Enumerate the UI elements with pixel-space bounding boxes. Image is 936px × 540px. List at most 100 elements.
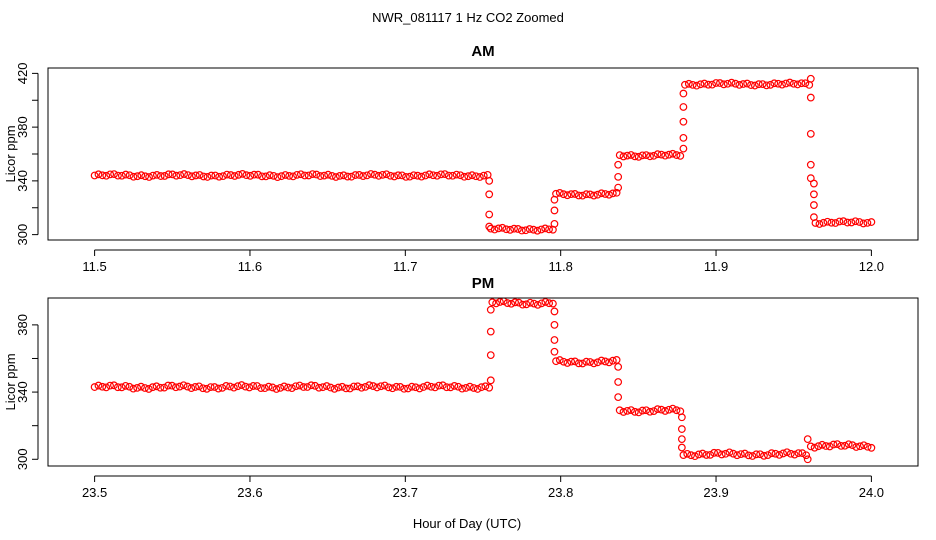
data-point <box>541 298 550 306</box>
x-tick-label: 23.8 <box>548 485 573 500</box>
panels: AM 11.5 11.6 11.7 11.8 11.9 12.0 300 340 380 420 Li… <box>3 43 919 500</box>
data-point <box>679 133 688 142</box>
data-point <box>859 219 868 228</box>
data-point <box>597 356 606 365</box>
data-point <box>563 191 572 200</box>
y-axis-label: Licor ppm <box>3 353 18 410</box>
data-point <box>721 449 730 458</box>
data-point <box>859 441 868 450</box>
data-point <box>494 224 503 233</box>
data-point <box>460 172 469 181</box>
data-point <box>786 449 795 458</box>
data-point <box>614 378 623 386</box>
data-point <box>454 382 463 391</box>
data-point <box>427 382 436 391</box>
data-point <box>525 225 534 233</box>
data-point <box>822 442 830 450</box>
x-tick-label: 12.0 <box>859 259 884 274</box>
data-point <box>803 435 812 444</box>
data-point <box>191 383 200 391</box>
data-point <box>388 384 397 393</box>
figure-title: NWR_081117 1 Hz CO2 Zoomed <box>372 10 564 25</box>
data-point <box>601 190 610 198</box>
data-point <box>113 383 122 392</box>
data-point <box>253 382 261 390</box>
data-point <box>555 356 564 364</box>
data-point <box>823 217 832 226</box>
data-point <box>370 170 379 179</box>
data-point <box>98 171 107 180</box>
data-point <box>517 226 526 235</box>
data-point <box>847 218 856 227</box>
data-point <box>748 452 757 460</box>
data-point <box>133 383 142 392</box>
data-point <box>839 217 848 226</box>
data-point <box>855 218 864 226</box>
data-point <box>550 336 559 344</box>
data-point <box>835 217 844 226</box>
data-point <box>211 171 220 180</box>
data-point <box>704 80 713 89</box>
data-point <box>448 171 457 180</box>
data-point <box>679 89 688 98</box>
data-point <box>848 441 857 450</box>
data-point <box>106 381 114 390</box>
data-point <box>475 173 484 181</box>
data-point <box>468 171 476 180</box>
data-point <box>367 170 375 178</box>
data-point <box>717 450 726 459</box>
data-point <box>438 381 447 390</box>
data-point <box>586 358 594 366</box>
data-point <box>394 171 403 180</box>
data-point <box>810 190 818 199</box>
data-point <box>485 190 494 199</box>
data-point <box>496 298 504 306</box>
data-point <box>409 171 418 180</box>
data-point <box>258 172 266 181</box>
data-point <box>844 440 853 449</box>
data-point <box>343 172 352 181</box>
data-point <box>361 382 370 391</box>
data-point <box>627 406 635 415</box>
data-point <box>694 450 703 459</box>
data-point <box>638 406 647 415</box>
data-point <box>342 384 350 393</box>
data-point <box>402 172 410 181</box>
data-point <box>326 383 335 392</box>
data-point <box>750 81 759 90</box>
data-point <box>744 451 753 460</box>
data-point <box>498 223 507 232</box>
y-tick-label: 420 <box>15 63 30 85</box>
data-point <box>831 219 840 227</box>
data-point <box>435 381 443 390</box>
data-point <box>405 172 414 181</box>
data-point <box>578 359 587 368</box>
data-point <box>446 383 455 392</box>
data-point <box>160 383 169 392</box>
data-point <box>867 443 876 452</box>
data-point <box>324 170 333 179</box>
data-point <box>605 358 613 367</box>
data-point <box>293 170 301 179</box>
data-point <box>129 384 138 393</box>
data-point <box>612 356 621 364</box>
data-point <box>444 171 453 180</box>
data-point <box>311 381 320 390</box>
data-point <box>376 382 385 391</box>
data-point <box>677 425 686 433</box>
data-point <box>202 384 211 393</box>
data-point <box>552 357 560 366</box>
data-point <box>156 383 165 392</box>
data-point <box>653 405 662 414</box>
data-point <box>353 382 362 391</box>
y-axis-label: Licor ppm <box>3 125 18 182</box>
data-point <box>530 299 538 308</box>
data-point <box>634 152 643 161</box>
data-point <box>763 451 772 460</box>
data-point <box>627 151 635 159</box>
y-tick-label: 340 <box>15 170 30 192</box>
data-point <box>276 383 285 392</box>
data-point <box>802 451 811 460</box>
data-point <box>464 172 473 181</box>
data-point <box>863 218 872 227</box>
